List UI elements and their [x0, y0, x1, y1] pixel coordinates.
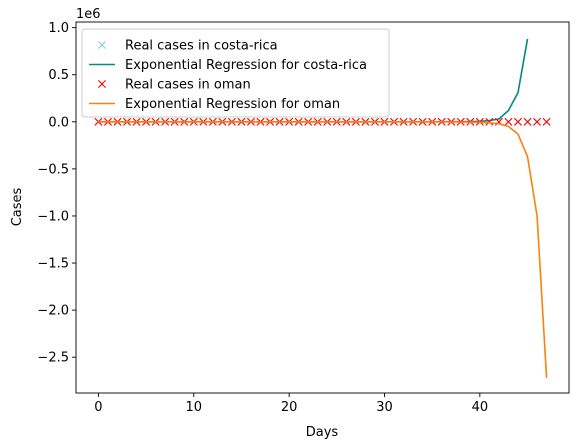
y-tick-label: −2.5 [37, 351, 69, 366]
y-tick-label: 0.0 [48, 115, 69, 130]
data-point [543, 118, 550, 125]
data-point [505, 118, 512, 125]
y-axis-label: Cases [10, 187, 25, 226]
x-tick-label: 10 [185, 400, 202, 415]
y-tick-label: −1.5 [37, 257, 69, 272]
legend-label: Exponential Regression for oman [125, 97, 340, 112]
data-point [514, 118, 521, 125]
x-tick-label: 30 [376, 400, 393, 415]
y-offset-label: 1e6 [76, 7, 101, 22]
series-4 [98, 122, 546, 378]
legend-label: Exponential Regression for costa-rica [125, 58, 367, 73]
y-tick-label: 0.5 [48, 68, 69, 83]
x-tick-label: 40 [472, 400, 489, 415]
data-point [533, 118, 540, 125]
y-axis-ticks: 1.0 0.5 0.0 −0.5 −1.0 −1.5 −2.0 −2.5 [37, 21, 76, 366]
y-tick-label: −0.5 [37, 162, 69, 177]
y-tick-label: −2.0 [37, 304, 69, 319]
x-axis-label: Days [306, 425, 339, 440]
data-point [486, 118, 493, 125]
legend-label: Real cases in costa-rica [125, 39, 278, 54]
y-tick-label: −1.0 [37, 209, 69, 224]
x-tick-label: 0 [94, 400, 102, 415]
x-axis-ticks: 0 10 20 30 40 [94, 393, 488, 415]
legend-label: Real cases in oman [125, 78, 251, 93]
data-point [524, 118, 531, 125]
x-tick-label: 20 [281, 400, 298, 415]
series-line [98, 122, 546, 378]
y-tick-label: 1.0 [48, 21, 69, 36]
legend: Real cases in costa-rica Exponential Regr… [82, 29, 389, 117]
